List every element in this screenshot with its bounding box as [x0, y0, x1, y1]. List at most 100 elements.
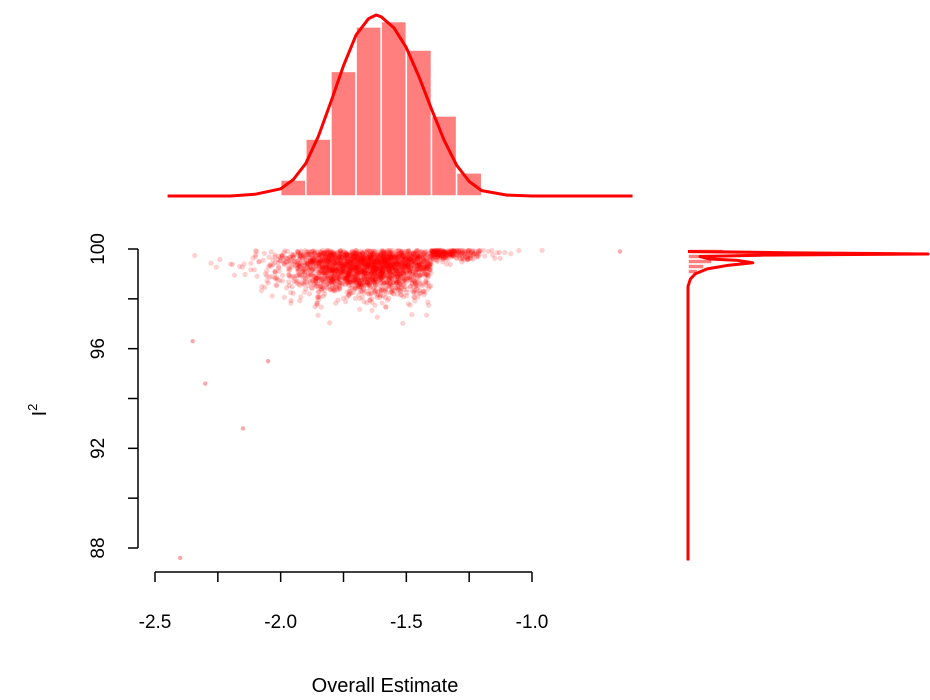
- scatter-point: [354, 264, 361, 270]
- scatter-point: [355, 266, 361, 272]
- scatter-point: [269, 274, 275, 280]
- scatter-point: [389, 265, 395, 271]
- scatter-point: [365, 262, 371, 268]
- scatter-point: [322, 260, 328, 266]
- scatter-point: [419, 264, 425, 271]
- scatter-point: [375, 256, 381, 263]
- scatter-point: [410, 250, 417, 256]
- scatter-point: [338, 258, 344, 264]
- scatter-point: [370, 265, 376, 271]
- scatter-point: [313, 283, 319, 289]
- scatter-point: [391, 280, 397, 286]
- scatter-point: [357, 296, 363, 302]
- scatter-point: [341, 259, 347, 265]
- scatter-point: [368, 271, 374, 277]
- scatter-point: [396, 267, 403, 273]
- scatter-point: [371, 285, 377, 291]
- scatter-point: [367, 282, 373, 288]
- scatter-point: [408, 255, 414, 261]
- scatter-point: [455, 252, 461, 258]
- scatter-point: [326, 262, 332, 268]
- scatter-point: [377, 252, 384, 259]
- scatter-point: [309, 253, 315, 259]
- scatter-point: [327, 251, 333, 257]
- scatter-point: [294, 262, 300, 269]
- scatter-point: [396, 263, 402, 269]
- scatter-point: [430, 249, 436, 255]
- scatter-point: [407, 270, 413, 276]
- scatter-point: [417, 272, 423, 278]
- scatter-point: [464, 254, 470, 260]
- scatter-point: [366, 291, 372, 297]
- scatter-point: [342, 277, 348, 283]
- scatter-point: [366, 277, 372, 284]
- scatter-point: [351, 253, 357, 259]
- scatter-point: [372, 266, 378, 272]
- scatter-point: [347, 267, 353, 273]
- scatter-point: [378, 276, 384, 282]
- scatter-point: [380, 293, 386, 299]
- scatter-point: [343, 262, 349, 268]
- scatter-point: [348, 265, 354, 271]
- scatter-point: [365, 291, 371, 297]
- scatter-point: [367, 258, 373, 265]
- scatter-point: [408, 252, 414, 258]
- scatter-point: [351, 272, 357, 278]
- scatter-point: [449, 252, 456, 258]
- scatter-point: [332, 271, 338, 277]
- scatter-point: [385, 260, 391, 266]
- scatter-point: [286, 266, 292, 272]
- scatter-point: [401, 252, 407, 258]
- scatter-point: [329, 285, 335, 291]
- scatter-point: [349, 278, 355, 284]
- scatter-point: [378, 270, 384, 276]
- scatter-point: [323, 273, 329, 279]
- scatter-point: [313, 278, 319, 284]
- scatter-point: [382, 254, 388, 260]
- scatter-point: [314, 259, 320, 265]
- scatter-point: [416, 254, 422, 260]
- scatter-point: [335, 265, 341, 271]
- scatter-point: [336, 250, 342, 256]
- scatter-point: [412, 279, 419, 285]
- scatter-point: [291, 251, 297, 258]
- scatter-point: [331, 258, 337, 264]
- scatter-point: [346, 259, 352, 265]
- scatter-point: [348, 256, 354, 262]
- scatter-point: [430, 257, 437, 263]
- scatter-point: [302, 272, 308, 278]
- scatter-point: [449, 252, 455, 258]
- scatter-point: [319, 264, 326, 270]
- scatter-point: [317, 268, 323, 274]
- scatter-point: [297, 256, 303, 262]
- scatter-point: [409, 274, 415, 280]
- scatter-point: [447, 261, 453, 268]
- scatter-point: [368, 261, 374, 267]
- scatter-point: [370, 266, 376, 272]
- scatter-point: [347, 276, 353, 282]
- scatter-point: [393, 280, 399, 286]
- scatter-point: [387, 247, 393, 254]
- scatter-point: [372, 282, 378, 288]
- scatter-point: [423, 264, 429, 270]
- scatter-point: [445, 248, 451, 254]
- scatter-point: [343, 263, 349, 270]
- scatter-point: [268, 261, 274, 267]
- scatter-point: [353, 248, 359, 254]
- scatter-point: [353, 276, 360, 283]
- scatter-point: [333, 273, 339, 279]
- scatter-point: [380, 263, 386, 269]
- scatter-point: [335, 275, 341, 281]
- scatter-point: [421, 266, 427, 272]
- scatter-point: [323, 263, 329, 269]
- scatter-point: [332, 266, 338, 272]
- scatter-point: [347, 254, 354, 260]
- scatter-point: [414, 266, 420, 272]
- scatter-point: [382, 259, 388, 265]
- scatter-point: [364, 255, 370, 261]
- scatter-point: [427, 262, 433, 268]
- scatter-point: [268, 263, 274, 269]
- scatter-point: [354, 252, 360, 259]
- scatter-point: [389, 276, 395, 282]
